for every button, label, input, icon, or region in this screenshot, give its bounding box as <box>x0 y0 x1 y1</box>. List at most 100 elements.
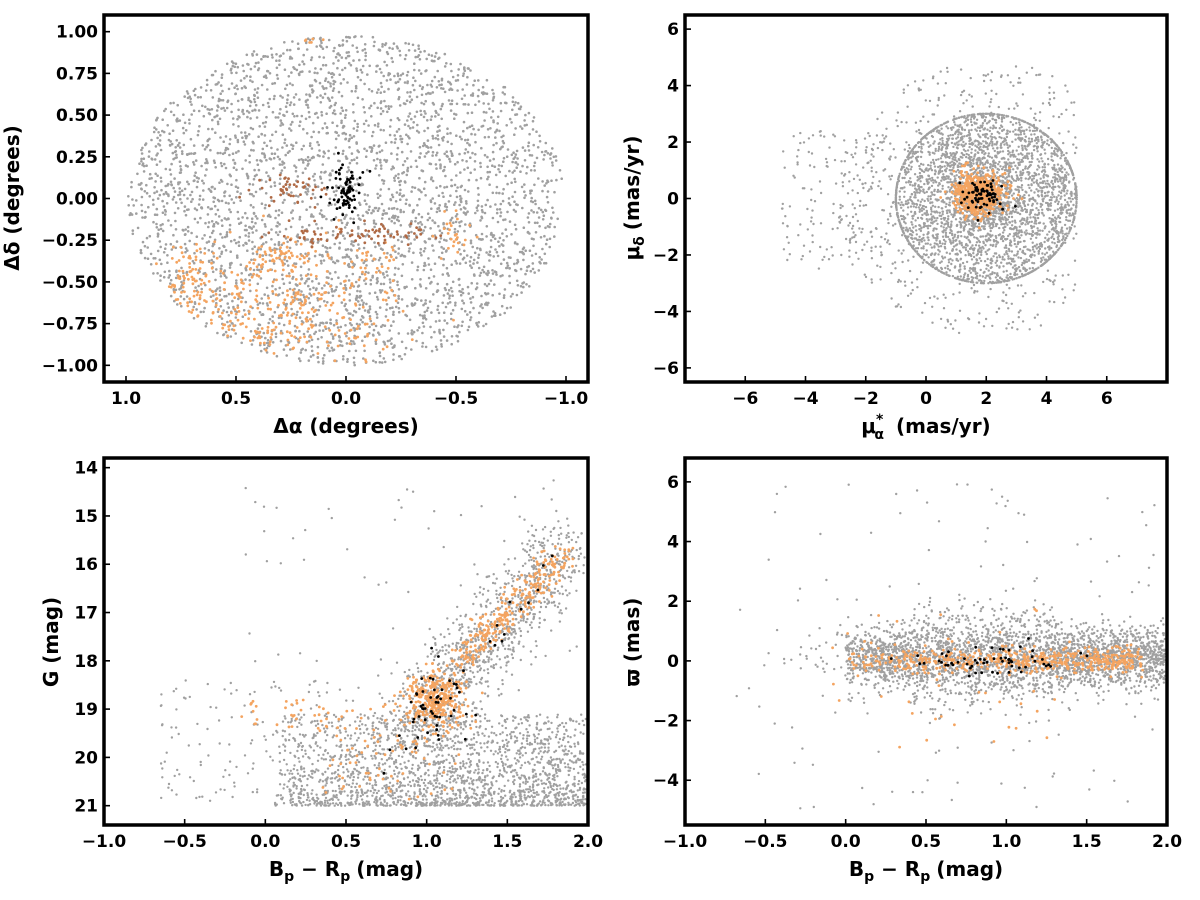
sky-field-point <box>361 214 365 217</box>
sky-member-point <box>244 325 248 329</box>
sky-member-dark-point <box>363 241 367 245</box>
sky-field-point <box>381 42 384 46</box>
pm-field-point <box>964 254 967 257</box>
sky-field-point <box>221 236 224 239</box>
sky-member-point <box>235 287 239 290</box>
sky-field-point <box>433 221 437 224</box>
sky-field-point <box>319 101 323 104</box>
sky-field-point <box>298 215 302 219</box>
sky-field-point <box>255 91 259 94</box>
sky-member-point <box>309 273 313 277</box>
pm-field-point <box>1053 163 1056 167</box>
sky-member-point <box>245 264 249 268</box>
sky-field-point <box>248 279 252 282</box>
sky-field-point <box>264 180 268 183</box>
sky-field-point <box>361 49 365 52</box>
sky-field-point <box>143 190 147 193</box>
sky-field-point <box>352 59 355 62</box>
sky-field-point <box>290 143 293 147</box>
sky-field-point <box>137 183 141 186</box>
sky-member-point <box>448 228 451 232</box>
sky-field-point <box>383 90 386 93</box>
pm-field-point <box>1014 128 1017 131</box>
sky-field-point <box>466 138 470 142</box>
sky-field-point <box>266 55 270 58</box>
sky-field-point <box>248 154 251 158</box>
sky-field-point <box>407 115 410 118</box>
sky-core-point <box>350 170 353 174</box>
sky-field-point <box>310 345 314 348</box>
sky-field-point <box>203 247 207 250</box>
sky-field-point <box>230 67 233 71</box>
sky-field-point <box>513 133 516 136</box>
sky-field-point <box>510 153 514 157</box>
sky-member-point <box>217 308 221 311</box>
sky-field-point <box>419 50 422 54</box>
sky-field-point <box>373 101 376 105</box>
sky-member-point <box>263 341 266 345</box>
sky-field-point <box>523 183 526 186</box>
sky-field-point <box>445 322 449 325</box>
sky-field-point <box>466 141 469 145</box>
sky-field-point <box>530 209 533 212</box>
sky-field-point <box>162 192 166 196</box>
sky-field-point <box>385 79 389 82</box>
sky-field-point <box>391 165 395 168</box>
sky-field-point <box>538 260 541 264</box>
sky-field-point <box>225 147 229 150</box>
sky-member-point <box>279 331 283 335</box>
sky-field-point <box>432 249 435 252</box>
sky-member-point <box>342 287 346 290</box>
sky-field-point <box>420 299 423 302</box>
sky-field-point <box>513 262 516 266</box>
sky-field-point <box>264 225 267 228</box>
sky-field-point <box>488 250 492 253</box>
sky-field-point <box>450 216 454 220</box>
pm-field-point <box>1047 190 1050 194</box>
sky-field-point <box>434 320 438 323</box>
pm-field-point <box>1016 185 1019 188</box>
pm-field-point <box>961 261 965 265</box>
sky-field-point <box>491 216 495 220</box>
sky-field-point <box>464 223 467 226</box>
sky-field-point <box>288 103 292 107</box>
sky-field-point <box>252 149 255 152</box>
sky-field-point <box>223 162 226 166</box>
sky-field-point <box>229 335 233 338</box>
sky-field-point <box>396 207 399 211</box>
sky-field-point <box>428 162 432 165</box>
sky-member-point <box>177 259 181 262</box>
sky-field-point <box>427 257 430 260</box>
sky-field-point <box>259 277 263 280</box>
sky-field-point <box>270 152 274 155</box>
sky-field-point <box>372 359 375 363</box>
sky-field-point <box>139 248 143 252</box>
sky-member-point <box>354 336 358 340</box>
sky-field-point <box>423 247 427 250</box>
sky-field-point <box>205 168 208 171</box>
sky-field-point <box>470 124 474 127</box>
sky-field-point <box>232 61 235 65</box>
sky-field-point <box>245 172 249 176</box>
sky-field-point <box>495 211 499 215</box>
sky-member-dark-point <box>311 188 315 192</box>
sky-member-point <box>255 250 259 254</box>
sky-field-point <box>483 153 487 157</box>
sky-field-point <box>548 225 551 229</box>
sky-field-point <box>319 259 323 263</box>
sky-field-point <box>514 180 517 184</box>
sky-field-point <box>429 325 432 329</box>
sky-field-point <box>207 127 210 131</box>
sky-member-dark-point <box>380 222 383 226</box>
sky-field-point <box>304 117 308 121</box>
sky-field-point <box>369 254 373 257</box>
pm-field-point <box>953 175 956 178</box>
sky-field-point <box>454 215 458 218</box>
sky-field-point <box>140 251 143 255</box>
sky-member-point <box>315 263 318 267</box>
sky-field-point <box>372 159 376 162</box>
sky-member-dark-point <box>319 237 323 241</box>
sky-field-point <box>481 306 484 310</box>
sky-field-point <box>289 348 292 351</box>
sky-field-point <box>355 46 359 50</box>
